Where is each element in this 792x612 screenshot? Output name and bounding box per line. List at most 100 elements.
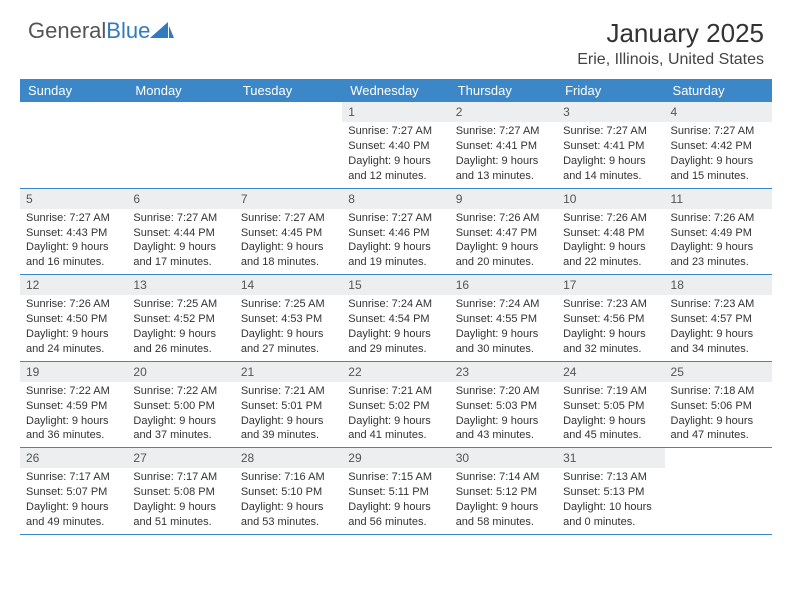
day-body: Sunrise: 7:17 AMSunset: 5:08 PMDaylight:… (127, 468, 234, 533)
dow-thursday: Thursday (450, 79, 557, 102)
sunset-line: Sunset: 4:46 PM (348, 226, 443, 241)
sunrise-line: Sunrise: 7:22 AM (133, 384, 228, 399)
daylight-line: Daylight: 9 hours and 56 minutes. (348, 500, 443, 530)
sunrise-line: Sunrise: 7:16 AM (241, 470, 336, 485)
week-row: 26Sunrise: 7:17 AMSunset: 5:07 PMDayligh… (20, 448, 772, 535)
sunrise-line: Sunrise: 7:25 AM (133, 297, 228, 312)
day-number: 4 (665, 102, 772, 122)
day-body: Sunrise: 7:22 AMSunset: 5:00 PMDaylight:… (127, 382, 234, 447)
day-body: Sunrise: 7:18 AMSunset: 5:06 PMDaylight:… (665, 382, 772, 447)
day-cell: 19Sunrise: 7:22 AMSunset: 4:59 PMDayligh… (20, 362, 127, 448)
day-number: 26 (20, 448, 127, 468)
day-cell: 3Sunrise: 7:27 AMSunset: 4:41 PMDaylight… (557, 102, 664, 188)
daylight-line: Daylight: 9 hours and 24 minutes. (26, 327, 121, 357)
day-body: Sunrise: 7:25 AMSunset: 4:52 PMDaylight:… (127, 295, 234, 360)
sunrise-line: Sunrise: 7:23 AM (563, 297, 658, 312)
daylight-line: Daylight: 9 hours and 43 minutes. (456, 414, 551, 444)
sunrise-line: Sunrise: 7:20 AM (456, 384, 551, 399)
day-body: Sunrise: 7:19 AMSunset: 5:05 PMDaylight:… (557, 382, 664, 447)
daylight-line: Daylight: 9 hours and 16 minutes. (26, 240, 121, 270)
sunset-line: Sunset: 4:52 PM (133, 312, 228, 327)
sunrise-line: Sunrise: 7:25 AM (241, 297, 336, 312)
day-body: Sunrise: 7:27 AMSunset: 4:42 PMDaylight:… (665, 122, 772, 187)
sunset-line: Sunset: 4:43 PM (26, 226, 121, 241)
day-body: Sunrise: 7:27 AMSunset: 4:46 PMDaylight:… (342, 209, 449, 274)
day-cell: 9Sunrise: 7:26 AMSunset: 4:47 PMDaylight… (450, 189, 557, 275)
sunset-line: Sunset: 4:53 PM (241, 312, 336, 327)
calendar: Sunday Monday Tuesday Wednesday Thursday… (20, 79, 772, 535)
day-cell: 21Sunrise: 7:21 AMSunset: 5:01 PMDayligh… (235, 362, 342, 448)
day-cell: 11Sunrise: 7:26 AMSunset: 4:49 PMDayligh… (665, 189, 772, 275)
week-row: 1Sunrise: 7:27 AMSunset: 4:40 PMDaylight… (20, 102, 772, 189)
daylight-line: Daylight: 9 hours and 19 minutes. (348, 240, 443, 270)
sunset-line: Sunset: 5:08 PM (133, 485, 228, 500)
day-cell: 15Sunrise: 7:24 AMSunset: 4:54 PMDayligh… (342, 275, 449, 361)
day-number: 5 (20, 189, 127, 209)
daylight-line: Daylight: 9 hours and 45 minutes. (563, 414, 658, 444)
day-body: Sunrise: 7:24 AMSunset: 4:54 PMDaylight:… (342, 295, 449, 360)
sunset-line: Sunset: 4:50 PM (26, 312, 121, 327)
week-row: 12Sunrise: 7:26 AMSunset: 4:50 PMDayligh… (20, 275, 772, 362)
sunset-line: Sunset: 5:00 PM (133, 399, 228, 414)
sunset-line: Sunset: 5:12 PM (456, 485, 551, 500)
sunset-line: Sunset: 5:10 PM (241, 485, 336, 500)
sunset-line: Sunset: 4:42 PM (671, 139, 766, 154)
daylight-line: Daylight: 9 hours and 30 minutes. (456, 327, 551, 357)
daylight-line: Daylight: 9 hours and 17 minutes. (133, 240, 228, 270)
sunrise-line: Sunrise: 7:21 AM (348, 384, 443, 399)
sunset-line: Sunset: 5:03 PM (456, 399, 551, 414)
day-number: 6 (127, 189, 234, 209)
sunset-line: Sunset: 4:54 PM (348, 312, 443, 327)
day-body: Sunrise: 7:23 AMSunset: 4:56 PMDaylight:… (557, 295, 664, 360)
dow-row: Sunday Monday Tuesday Wednesday Thursday… (20, 79, 772, 102)
day-body: Sunrise: 7:16 AMSunset: 5:10 PMDaylight:… (235, 468, 342, 533)
day-body: Sunrise: 7:26 AMSunset: 4:49 PMDaylight:… (665, 209, 772, 274)
sunrise-line: Sunrise: 7:27 AM (348, 124, 443, 139)
day-body: Sunrise: 7:25 AMSunset: 4:53 PMDaylight:… (235, 295, 342, 360)
day-body: Sunrise: 7:15 AMSunset: 5:11 PMDaylight:… (342, 468, 449, 533)
title-block: January 2025 Erie, Illinois, United Stat… (577, 18, 764, 69)
day-number: 3 (557, 102, 664, 122)
day-number: 9 (450, 189, 557, 209)
daylight-line: Daylight: 9 hours and 49 minutes. (26, 500, 121, 530)
daylight-line: Daylight: 9 hours and 37 minutes. (133, 414, 228, 444)
daylight-line: Daylight: 10 hours and 0 minutes. (563, 500, 658, 530)
sunrise-line: Sunrise: 7:19 AM (563, 384, 658, 399)
daylight-line: Daylight: 9 hours and 39 minutes. (241, 414, 336, 444)
daylight-line: Daylight: 9 hours and 26 minutes. (133, 327, 228, 357)
day-number: 27 (127, 448, 234, 468)
day-number: 15 (342, 275, 449, 295)
day-number: 8 (342, 189, 449, 209)
sunrise-line: Sunrise: 7:14 AM (456, 470, 551, 485)
day-number: 14 (235, 275, 342, 295)
day-cell: 4Sunrise: 7:27 AMSunset: 4:42 PMDaylight… (665, 102, 772, 188)
sunset-line: Sunset: 4:48 PM (563, 226, 658, 241)
day-number: 17 (557, 275, 664, 295)
daylight-line: Daylight: 9 hours and 51 minutes. (133, 500, 228, 530)
day-number: 30 (450, 448, 557, 468)
sunrise-line: Sunrise: 7:26 AM (456, 211, 551, 226)
daylight-line: Daylight: 9 hours and 58 minutes. (456, 500, 551, 530)
sunrise-line: Sunrise: 7:23 AM (671, 297, 766, 312)
sunrise-line: Sunrise: 7:17 AM (133, 470, 228, 485)
dow-wednesday: Wednesday (342, 79, 449, 102)
sunrise-line: Sunrise: 7:27 AM (671, 124, 766, 139)
sunset-line: Sunset: 4:59 PM (26, 399, 121, 414)
daylight-line: Daylight: 9 hours and 29 minutes. (348, 327, 443, 357)
sunrise-line: Sunrise: 7:27 AM (456, 124, 551, 139)
day-number: 7 (235, 189, 342, 209)
month-title: January 2025 (577, 18, 764, 49)
dow-sunday: Sunday (20, 79, 127, 102)
day-cell: 22Sunrise: 7:21 AMSunset: 5:02 PMDayligh… (342, 362, 449, 448)
day-number: 25 (665, 362, 772, 382)
day-cell: 12Sunrise: 7:26 AMSunset: 4:50 PMDayligh… (20, 275, 127, 361)
day-body: Sunrise: 7:27 AMSunset: 4:45 PMDaylight:… (235, 209, 342, 274)
sunrise-line: Sunrise: 7:24 AM (456, 297, 551, 312)
daylight-line: Daylight: 9 hours and 53 minutes. (241, 500, 336, 530)
day-cell: 27Sunrise: 7:17 AMSunset: 5:08 PMDayligh… (127, 448, 234, 534)
day-cell (235, 102, 342, 188)
day-cell: 20Sunrise: 7:22 AMSunset: 5:00 PMDayligh… (127, 362, 234, 448)
day-body: Sunrise: 7:27 AMSunset: 4:41 PMDaylight:… (557, 122, 664, 187)
daylight-line: Daylight: 9 hours and 18 minutes. (241, 240, 336, 270)
sunrise-line: Sunrise: 7:26 AM (26, 297, 121, 312)
